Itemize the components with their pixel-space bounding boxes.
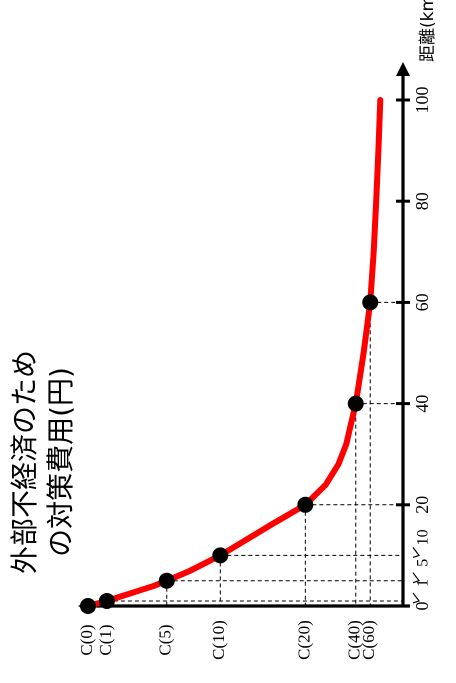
distance-axis-label: 距離(km) xyxy=(418,0,438,62)
distance-tick-label-60: 60 xyxy=(412,293,432,311)
cost-label-5: C(5) xyxy=(156,624,175,655)
cost-label-40: C(40) xyxy=(345,620,364,660)
distance-minor-label-1: 1 xyxy=(415,579,432,587)
distance-tick-label-40: 40 xyxy=(412,395,432,413)
distance-tick-label-80: 80 xyxy=(412,192,432,210)
cost-label-20: C(20) xyxy=(294,620,313,660)
cost-axis-title-line-1: 外部不経済のため xyxy=(8,350,41,574)
data-point-5 xyxy=(158,572,175,589)
data-point-1 xyxy=(98,592,115,609)
cost-label-0: C(0) xyxy=(77,624,96,655)
minor-tick-pointer-5 xyxy=(412,572,420,584)
data-point-0 xyxy=(80,598,96,614)
distance-tick-label-0: 0 xyxy=(412,602,432,611)
cost-label-1: C(1) xyxy=(96,624,115,655)
minor-tick-pointer-1 xyxy=(412,592,420,604)
data-point-60 xyxy=(362,294,379,311)
data-point-20 xyxy=(297,496,314,513)
cost-curve xyxy=(85,97,384,609)
distance-tick-label-20: 20 xyxy=(412,496,432,514)
cost-label-10: C(10) xyxy=(209,620,228,660)
minor-tick-pointer-10 xyxy=(412,547,420,558)
cost-axis-title-line-2: の対策費用(円) xyxy=(44,367,77,557)
data-point-40 xyxy=(347,395,364,412)
distance-minor-label-5: 5 xyxy=(415,559,432,567)
distance-tick-label-100: 100 xyxy=(412,87,432,114)
plot-area: 0 20 40 60 80 100 1 5 10 距離(km) 外部不経済のため の対策費用(円) C(… xyxy=(8,0,438,660)
distance-minor-label-10: 10 xyxy=(415,529,432,545)
data-point-10 xyxy=(212,547,229,564)
distance-axis-arrow xyxy=(396,62,410,76)
cost-label-60: C(60) xyxy=(359,620,378,660)
